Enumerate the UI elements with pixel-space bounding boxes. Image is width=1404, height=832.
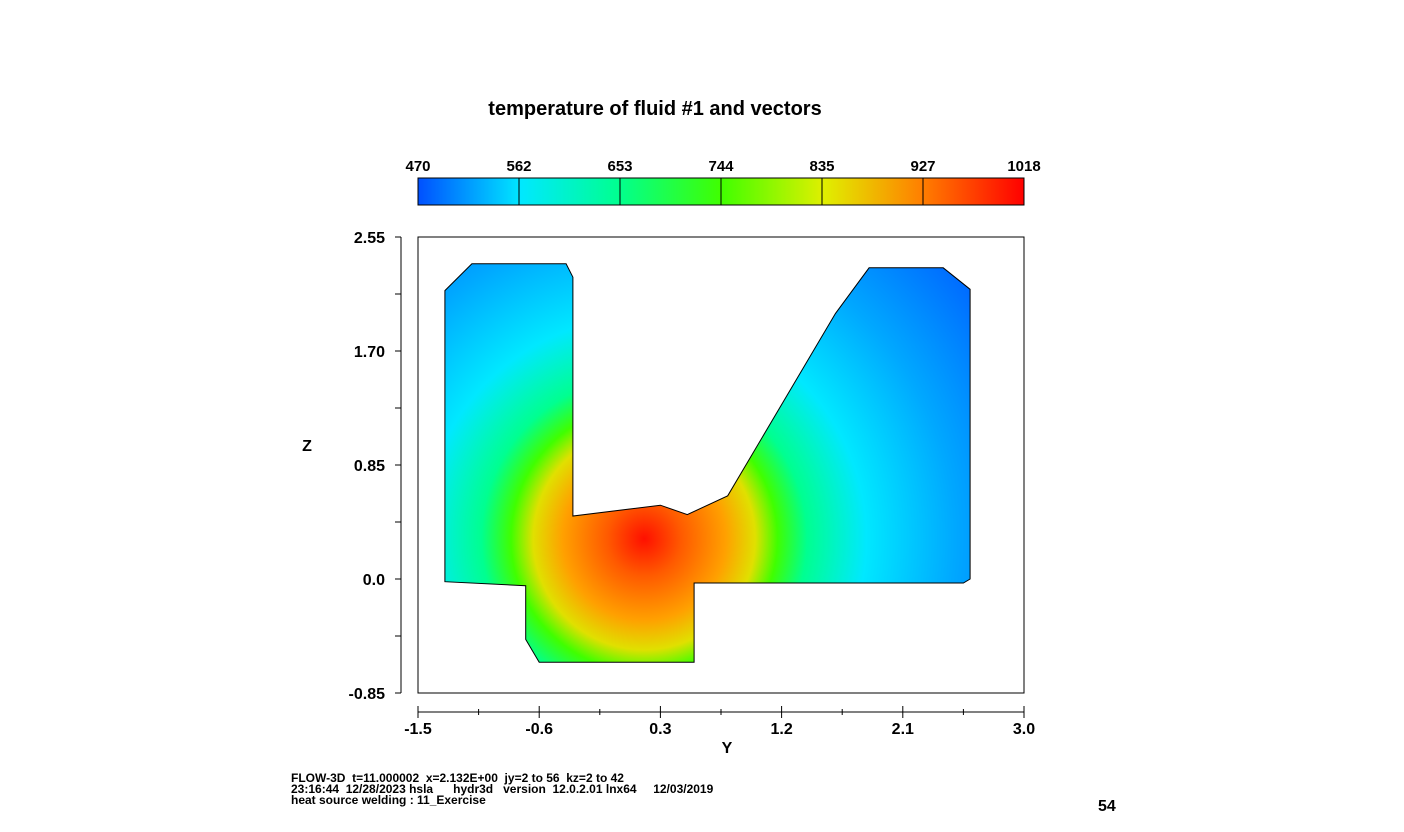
y-axis-label: Z xyxy=(302,438,312,455)
colorbar-label: 835 xyxy=(809,158,834,175)
x-tick-label: 3.0 xyxy=(1013,721,1035,738)
y-tick-label: 2.55 xyxy=(354,230,385,247)
plot-frame xyxy=(417,236,1025,694)
domain-outline xyxy=(444,263,971,663)
y-tick-label: 1.70 xyxy=(354,344,385,361)
y-tick-label: -0.85 xyxy=(349,686,386,703)
colorbar-label: 562 xyxy=(506,158,531,175)
y-tick-label: 0.0 xyxy=(363,572,385,589)
x-axis-label: Y xyxy=(722,740,733,757)
colorbar: 470 562 653 744 835 927 1018 xyxy=(405,158,1041,206)
colorbar-label: 653 xyxy=(607,158,632,175)
chart-title: temperature of fluid #1 and vectors xyxy=(488,98,821,120)
colorbar-label: 470 xyxy=(405,158,430,175)
temperature-field xyxy=(444,263,971,663)
x-tick-label: 2.1 xyxy=(892,721,914,738)
footer-info: FLOW-3D t=11.000002 x=2.132E+00 jy=2 to … xyxy=(291,771,714,807)
page-number: 54 xyxy=(1098,798,1116,815)
colorbar-label: 927 xyxy=(910,158,935,175)
y-axis: 2.55 1.70 0.85 0.0 -0.85 xyxy=(349,230,402,703)
x-tick-label: -0.6 xyxy=(525,721,553,738)
x-tick-label: 1.2 xyxy=(770,721,792,738)
footer-line-1: FLOW-3D t=11.000002 x=2.132E+00 jy=2 to … xyxy=(291,771,624,785)
x-tick-label: -1.5 xyxy=(404,721,432,738)
colorbar-label: 744 xyxy=(708,158,734,175)
y-tick-label: 0.85 xyxy=(354,458,385,475)
x-tick-label: 0.3 xyxy=(649,721,671,738)
x-axis: -1.5 -0.6 0.3 1.2 2.1 3.0 xyxy=(404,706,1035,738)
footer-line-2: 23:16:44 12/28/2023 hsla hydr3d version … xyxy=(291,782,714,796)
colorbar-label: 1018 xyxy=(1007,158,1040,175)
footer-line-3: heat source welding : 11_Exercise xyxy=(291,793,486,807)
